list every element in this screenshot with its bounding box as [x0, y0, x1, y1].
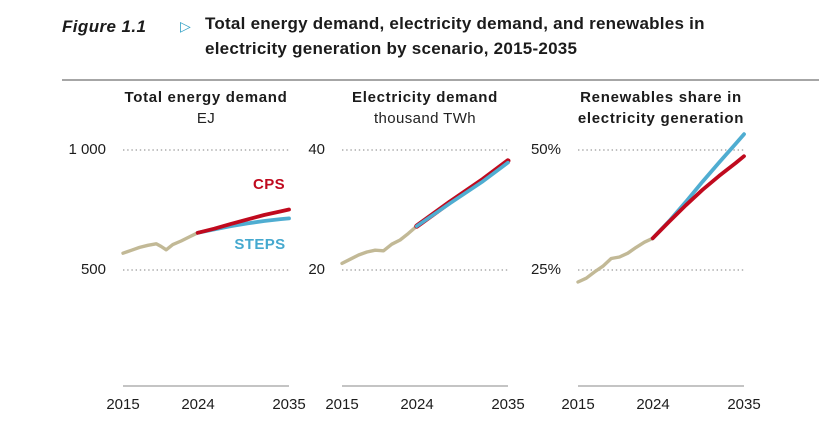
chart-renewables-share: Renewables share in electricity generati… — [508, 84, 764, 434]
chart-title-line2: electricity generation — [577, 110, 745, 127]
chart-title: Renewables share in — [580, 89, 742, 106]
y-tick-label-top: 50% — [530, 141, 561, 158]
x-tick-label: 2015 — [325, 396, 359, 413]
chart-title: Electricity demand — [352, 89, 498, 106]
chart-electricity-demand: Electricity demand thousand TWh 40 20 20… — [272, 84, 528, 434]
x-tick-label: 2035 — [272, 396, 306, 413]
header-divider — [62, 79, 819, 81]
y-tick-label-top: 40 — [308, 141, 325, 158]
line-plot — [121, 149, 291, 387]
figure-marker-icon: ▷ — [180, 18, 191, 34]
x-tick-label: 2035 — [491, 396, 525, 413]
x-tick-label: 2035 — [727, 396, 761, 413]
y-tick-label-bottom: 500 — [80, 261, 106, 278]
x-tick-label: 2024 — [400, 396, 434, 413]
y-tick-label-bottom: 20 — [308, 261, 325, 278]
chart-unit-label: thousand TWh — [373, 110, 477, 127]
chart-total-energy-demand: Total energy demand EJ 1 000 500 2015 20… — [53, 84, 309, 434]
cps-line-label: CPS — [252, 176, 286, 193]
line-plot — [340, 149, 511, 387]
line-plot — [576, 132, 746, 387]
y-tick-label-bottom: 25% — [530, 261, 561, 278]
chart-unit-label: EJ — [196, 110, 216, 127]
steps-line-label: STEPS — [234, 236, 286, 253]
figure-title-line2: electricity generation by scenario, 2015… — [205, 39, 578, 58]
chart-title: Total energy demand — [124, 89, 288, 106]
x-tick-label: 2024 — [181, 396, 215, 413]
x-tick-label: 2024 — [636, 396, 670, 413]
figure-label: Figure 1.1 — [62, 17, 147, 36]
figure-title-line1: Total energy demand, electricity demand,… — [205, 14, 705, 33]
y-tick-label-top: 1 000 — [68, 141, 106, 158]
x-tick-label: 2015 — [106, 396, 140, 413]
x-tick-label: 2015 — [561, 396, 595, 413]
